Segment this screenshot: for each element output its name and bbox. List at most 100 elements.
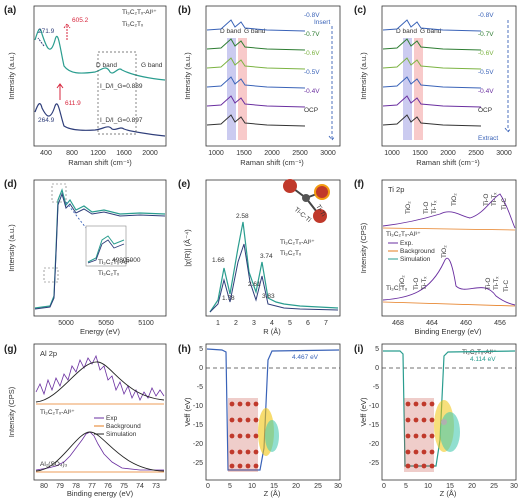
atom-structure-e: Ti-Ti Ti-C-Ti	[283, 179, 330, 224]
panel-c: (c) D band G band Intensity (a.u.) Raman…	[354, 5, 517, 167]
xtick: 2	[234, 320, 238, 327]
atom	[237, 463, 243, 469]
xtick: 78	[72, 483, 80, 490]
series-line-e-ti	[209, 243, 339, 313]
curves-c	[382, 19, 482, 127]
peak-value-e: 2.58	[236, 213, 249, 220]
atom	[413, 449, 419, 455]
legend-d-2: Ti₃C₂Tₓ	[98, 270, 120, 277]
plot-frame-e	[205, 179, 341, 317]
sim-line-g-bot	[35, 431, 165, 472]
ti-atom	[283, 179, 297, 193]
xtick: 3000	[496, 150, 512, 157]
exp-line-g-bot	[35, 431, 164, 471]
peak-label-f: Ti-Tₓ	[491, 192, 498, 206]
dband-label-c: D band	[396, 28, 417, 35]
peak-label-f: Ti-O	[485, 278, 492, 290]
inset-tick-d1: 4980	[112, 257, 127, 264]
peak-label-f: TiO₂	[451, 193, 458, 206]
ylabel-c: Intensity (a.u.)	[359, 52, 368, 100]
ylabel-f: Intensity (CPS)	[359, 222, 368, 273]
ytick: -20	[193, 441, 203, 448]
xtick: 1000	[384, 150, 400, 157]
atom	[405, 449, 411, 455]
panel-h: (h) Veff (eV) Z (Å) 0 5 10 15 20 25 30 5…	[178, 343, 342, 498]
atom	[237, 449, 243, 455]
xticks-e: 1 2 3 4 5 6 7	[216, 320, 328, 327]
sim-line-g-top	[35, 361, 165, 403]
atom	[421, 433, 427, 439]
peak-label-f: Ti-O	[483, 194, 490, 206]
title-g: Al 2p	[40, 349, 57, 358]
raman-curve	[382, 57, 482, 70]
atom	[405, 401, 411, 407]
curve-label-b: -0.4V	[304, 88, 320, 95]
peak-label-f: Ti-Tₓ	[431, 200, 438, 214]
peak-label-a-264: 264.9	[38, 117, 55, 124]
curve-labels-b: -0.8V -0.7V -0.6V -0.5V -0.4V OCP	[304, 12, 320, 114]
xtick: 10	[248, 483, 256, 490]
xlabel-b: Raman shift (cm⁻¹)	[240, 158, 304, 167]
yticks-i: 5 0 -5 -10 -15 -20 -25	[369, 346, 379, 467]
peak-labels-f-bot: TiO₂ Ti-O Ti-Tₓ TiO₂ Ti-O Ti-Tₓ Ti-C	[399, 245, 510, 292]
plot-frame-f	[381, 179, 517, 317]
legend-item-f: Simulation	[400, 256, 431, 263]
ratio-label-a2: I_D/I_G=0.897	[100, 117, 143, 124]
xtick: 2500	[292, 150, 308, 157]
xtick: 5050	[98, 320, 114, 327]
curve-label-b: -0.5V	[304, 69, 320, 76]
gband-label-c: G band	[420, 28, 442, 35]
inset-line-d2	[87, 239, 125, 264]
peak-label-f: Ti-Tₓ	[421, 276, 428, 290]
xtick: 73	[152, 483, 160, 490]
xticks-c: 1000 1500 2000 2500 3000	[384, 150, 512, 157]
gband-label-a: G band	[141, 62, 163, 69]
atom	[429, 433, 435, 439]
xtick: 3000	[320, 150, 336, 157]
curve-label-c: -0.5V	[478, 69, 494, 76]
ylabel-i: Veff (eV)	[359, 397, 368, 427]
panel-label-f: (f)	[354, 179, 364, 190]
sample-label-g2: Al₂(SO₄)₃	[40, 461, 68, 468]
raman-curve	[382, 76, 482, 89]
xtick: 1500	[412, 150, 428, 157]
xticks-d: 5000 5050 5100	[58, 320, 154, 327]
ratio-label-a1: I_D/I_G=0.889	[100, 83, 143, 90]
xtick: 1	[216, 320, 220, 327]
xtick: 10	[424, 483, 432, 490]
dband-highlight-b	[227, 38, 236, 140]
ytick: -25	[193, 460, 203, 467]
atom	[245, 449, 251, 455]
xtick: 1500	[236, 150, 252, 157]
peak-label-f: Ti-Tₓ	[493, 276, 500, 290]
xtick: 75	[120, 483, 128, 490]
xtick: 77	[88, 483, 96, 490]
peak-label-a-605: 605.2	[72, 17, 89, 24]
ytick: -10	[193, 403, 203, 410]
title-i: Ti₃C₂Tₓ-Al³⁺	[462, 349, 497, 356]
ytick: -15	[369, 422, 379, 429]
dband-label-b: D band	[220, 28, 241, 35]
xtick: 20	[292, 483, 300, 490]
gband-highlight-c	[414, 38, 423, 140]
zoom-box-d2	[43, 267, 59, 283]
atom	[405, 417, 411, 423]
yticks-h: 5 0 -5 -10 -15 -20 -25	[193, 346, 203, 467]
exp-line-f-top	[382, 193, 516, 229]
series-line-h	[206, 348, 340, 471]
xtick: 3	[252, 320, 256, 327]
atom	[429, 401, 435, 407]
zoom-arrow-d	[65, 201, 87, 229]
xtick: 800	[66, 150, 78, 157]
plot-frame-g	[33, 343, 167, 481]
xtick: 456	[494, 320, 506, 327]
raman-curve	[382, 114, 482, 127]
panel-label-i: (i)	[354, 344, 363, 355]
xtick: 2000	[142, 150, 158, 157]
atom	[229, 401, 235, 407]
peak-label-f: TiO₂	[399, 275, 406, 288]
xtick: 5100	[138, 320, 154, 327]
legend-g: Exp Background Simulation	[94, 415, 141, 438]
panel-g: (g) Al 2p Intensity (CPS) Binding energy…	[4, 343, 167, 498]
